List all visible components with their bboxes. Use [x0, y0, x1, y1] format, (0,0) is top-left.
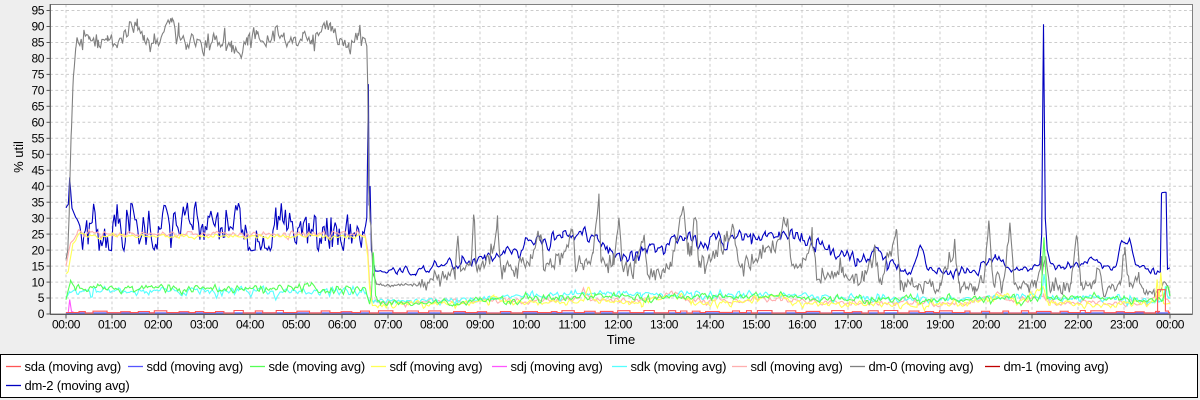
svg-text:05:00: 05:00	[282, 318, 311, 332]
svg-text:50: 50	[31, 148, 44, 162]
svg-text:55: 55	[31, 132, 44, 146]
svg-text:65: 65	[31, 100, 44, 114]
svg-text:sdf (moving avg): sdf (moving avg)	[390, 359, 483, 374]
svg-text:25: 25	[31, 227, 44, 241]
svg-text:20:00: 20:00	[972, 318, 1001, 332]
svg-text:85: 85	[31, 36, 44, 50]
svg-text:11:00: 11:00	[558, 318, 586, 332]
svg-text:00:00: 00:00	[52, 318, 81, 332]
svg-text:10:00: 10:00	[512, 318, 541, 332]
svg-text:dm-2 (moving avg): dm-2 (moving avg)	[25, 378, 130, 393]
svg-text:60: 60	[31, 116, 44, 130]
svg-text:14:00: 14:00	[696, 318, 725, 332]
svg-text:20: 20	[31, 243, 44, 257]
svg-text:16:00: 16:00	[788, 318, 817, 332]
svg-text:02:00: 02:00	[144, 318, 173, 332]
svg-text:15: 15	[31, 259, 44, 273]
svg-text:sdj (moving avg): sdj (moving avg)	[511, 359, 603, 374]
svg-text:10: 10	[31, 275, 44, 289]
svg-text:23:00: 23:00	[1110, 318, 1139, 332]
svg-text:08:00: 08:00	[420, 318, 449, 332]
svg-text:13:00: 13:00	[650, 318, 679, 332]
svg-text:95: 95	[31, 4, 44, 18]
svg-text:45: 45	[31, 163, 44, 177]
svg-text:17:00: 17:00	[834, 318, 863, 332]
svg-text:% util: % util	[11, 141, 26, 173]
svg-text:5: 5	[38, 291, 45, 305]
svg-text:40: 40	[31, 179, 44, 193]
svg-text:sda (moving avg): sda (moving avg)	[25, 359, 122, 374]
svg-text:70: 70	[31, 84, 44, 98]
svg-text:15:00: 15:00	[742, 318, 771, 332]
svg-text:sde (moving avg): sde (moving avg)	[269, 359, 366, 374]
svg-text:12:00: 12:00	[604, 318, 633, 332]
svg-text:04:00: 04:00	[236, 318, 265, 332]
svg-text:00:00: 00:00	[1156, 318, 1185, 332]
svg-text:Time: Time	[607, 332, 635, 347]
svg-text:35: 35	[31, 195, 44, 209]
svg-text:dm-1 (moving avg): dm-1 (moving avg)	[1004, 359, 1109, 374]
svg-text:30: 30	[31, 211, 44, 225]
svg-text:06:00: 06:00	[328, 318, 357, 332]
svg-text:03:00: 03:00	[190, 318, 219, 332]
svg-text:sdk (moving avg): sdk (moving avg)	[631, 359, 727, 374]
svg-text:09:00: 09:00	[466, 318, 495, 332]
svg-text:dm-0 (moving avg): dm-0 (moving avg)	[869, 359, 974, 374]
svg-text:sdl (moving avg): sdl (moving avg)	[751, 359, 843, 374]
svg-text:18:00: 18:00	[880, 318, 909, 332]
svg-text:0: 0	[38, 307, 45, 321]
svg-text:21:00: 21:00	[1018, 318, 1047, 332]
svg-text:80: 80	[31, 52, 44, 66]
svg-text:22:00: 22:00	[1064, 318, 1093, 332]
svg-text:sdd (moving avg): sdd (moving avg)	[147, 359, 244, 374]
svg-text:75: 75	[31, 68, 44, 82]
svg-text:07:00: 07:00	[374, 318, 403, 332]
svg-text:01:00: 01:00	[98, 318, 127, 332]
svg-text:90: 90	[31, 20, 44, 34]
svg-text:19:00: 19:00	[926, 318, 955, 332]
